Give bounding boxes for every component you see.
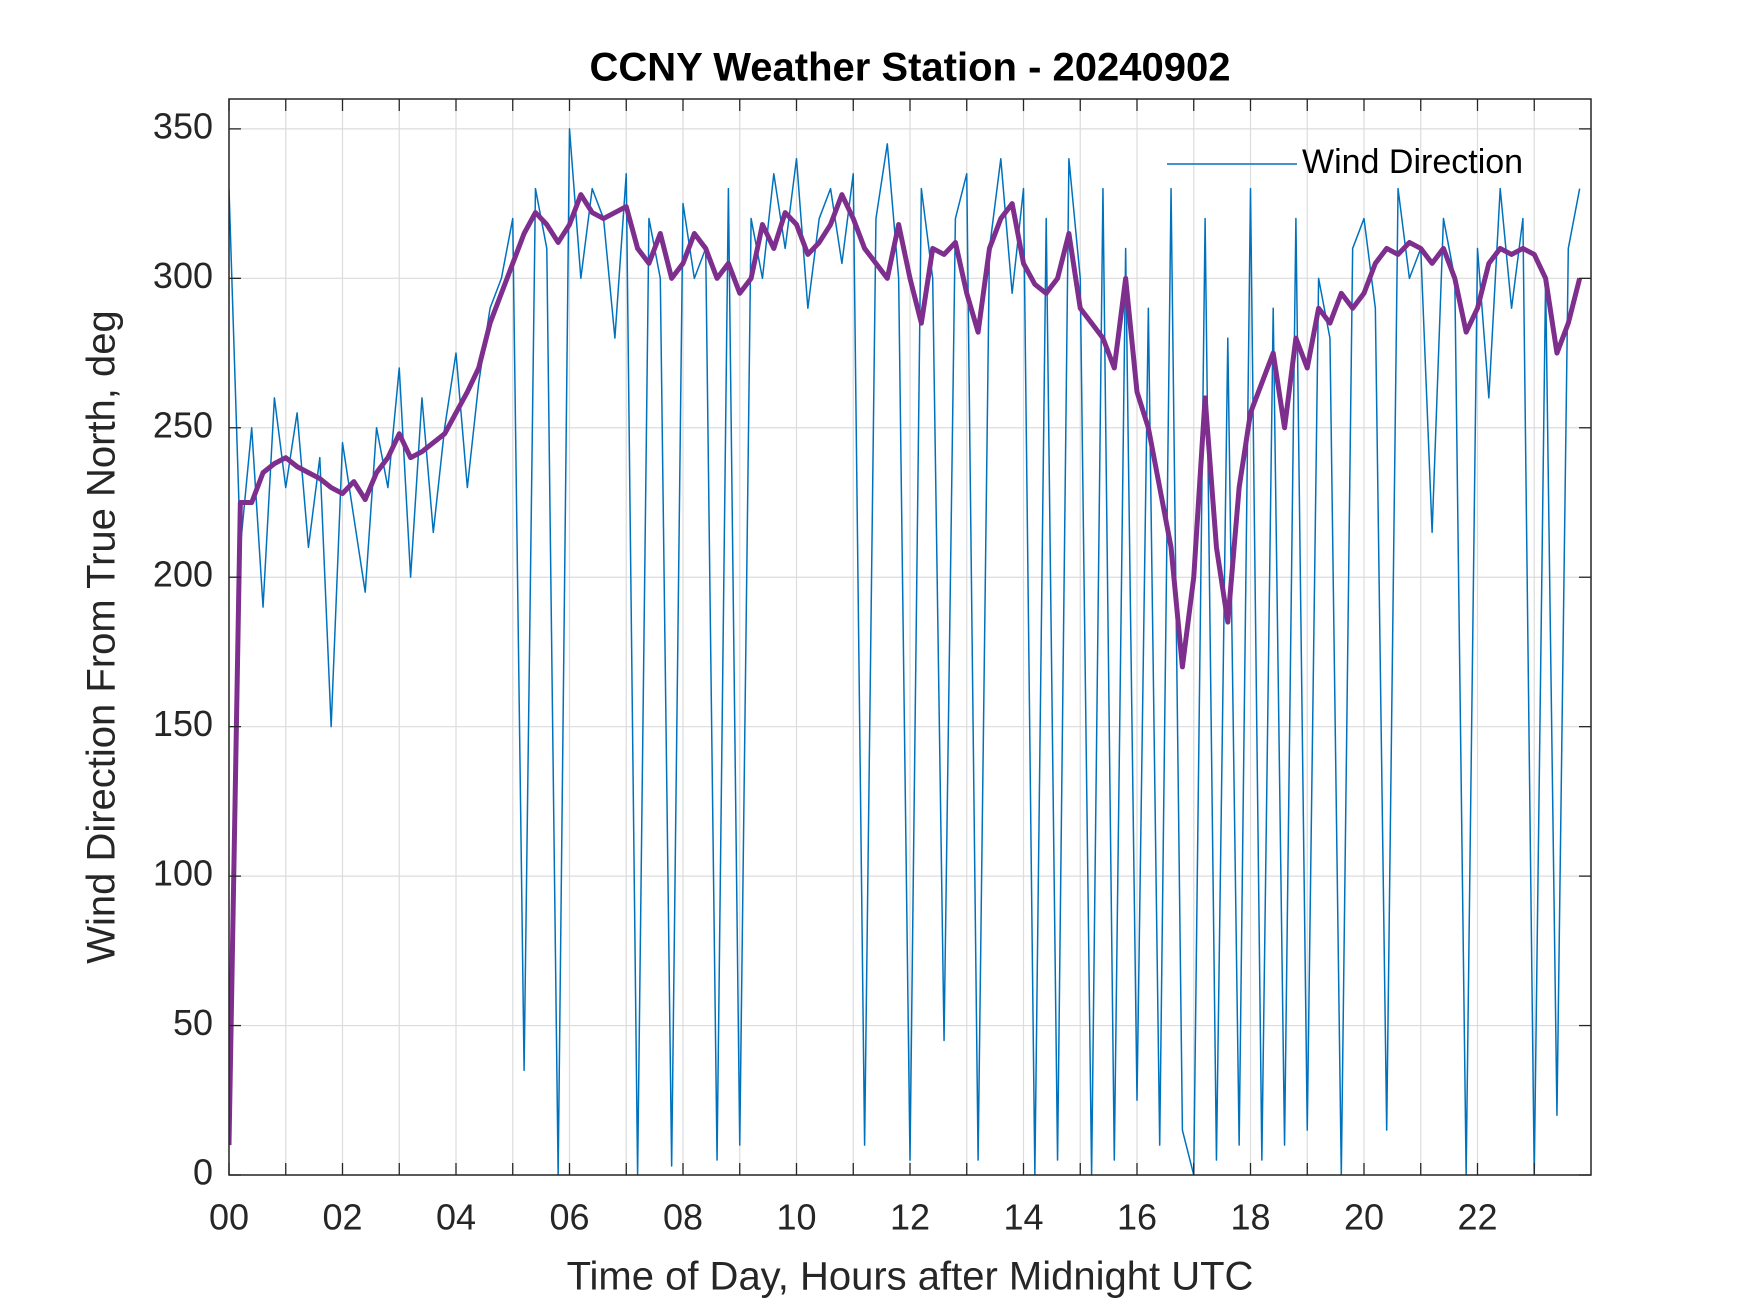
- x-tick-label: 12: [890, 1197, 930, 1238]
- y-tick-label: 200: [153, 554, 213, 595]
- y-tick-label: 350: [153, 105, 213, 146]
- x-tick-label: 14: [1003, 1197, 1043, 1238]
- x-tick-label: 00: [209, 1197, 249, 1238]
- x-axis-label: Time of Day, Hours after Midnight UTC: [567, 1255, 1254, 1299]
- x-tick-label: 20: [1344, 1197, 1384, 1238]
- y-tick-label: 0: [193, 1152, 213, 1193]
- x-tick-label: 22: [1457, 1197, 1497, 1238]
- chart-title: CCNY Weather Station - 20240902: [590, 46, 1231, 90]
- y-axis-label: Wind Direction From True North, deg: [80, 310, 124, 964]
- x-tick-label: 02: [322, 1197, 362, 1238]
- y-tick-label: 300: [153, 255, 213, 296]
- data-line: [229, 128, 1581, 1175]
- x-tick-label: 04: [436, 1197, 476, 1238]
- y-tick-label: 100: [153, 853, 213, 894]
- x-tick-label: 18: [1230, 1197, 1270, 1238]
- legend-label: Wind Direction: [1302, 143, 1523, 181]
- y-tick-label: 150: [153, 703, 213, 744]
- data-line: [229, 192, 1583, 1146]
- x-tick-label: 06: [549, 1197, 589, 1238]
- x-tick-label: 16: [1117, 1197, 1157, 1238]
- y-tick-label: 250: [153, 404, 213, 445]
- x-tick-label: 10: [776, 1197, 816, 1238]
- x-tick-label: 08: [663, 1197, 703, 1238]
- y-tick-label: 50: [173, 1002, 213, 1043]
